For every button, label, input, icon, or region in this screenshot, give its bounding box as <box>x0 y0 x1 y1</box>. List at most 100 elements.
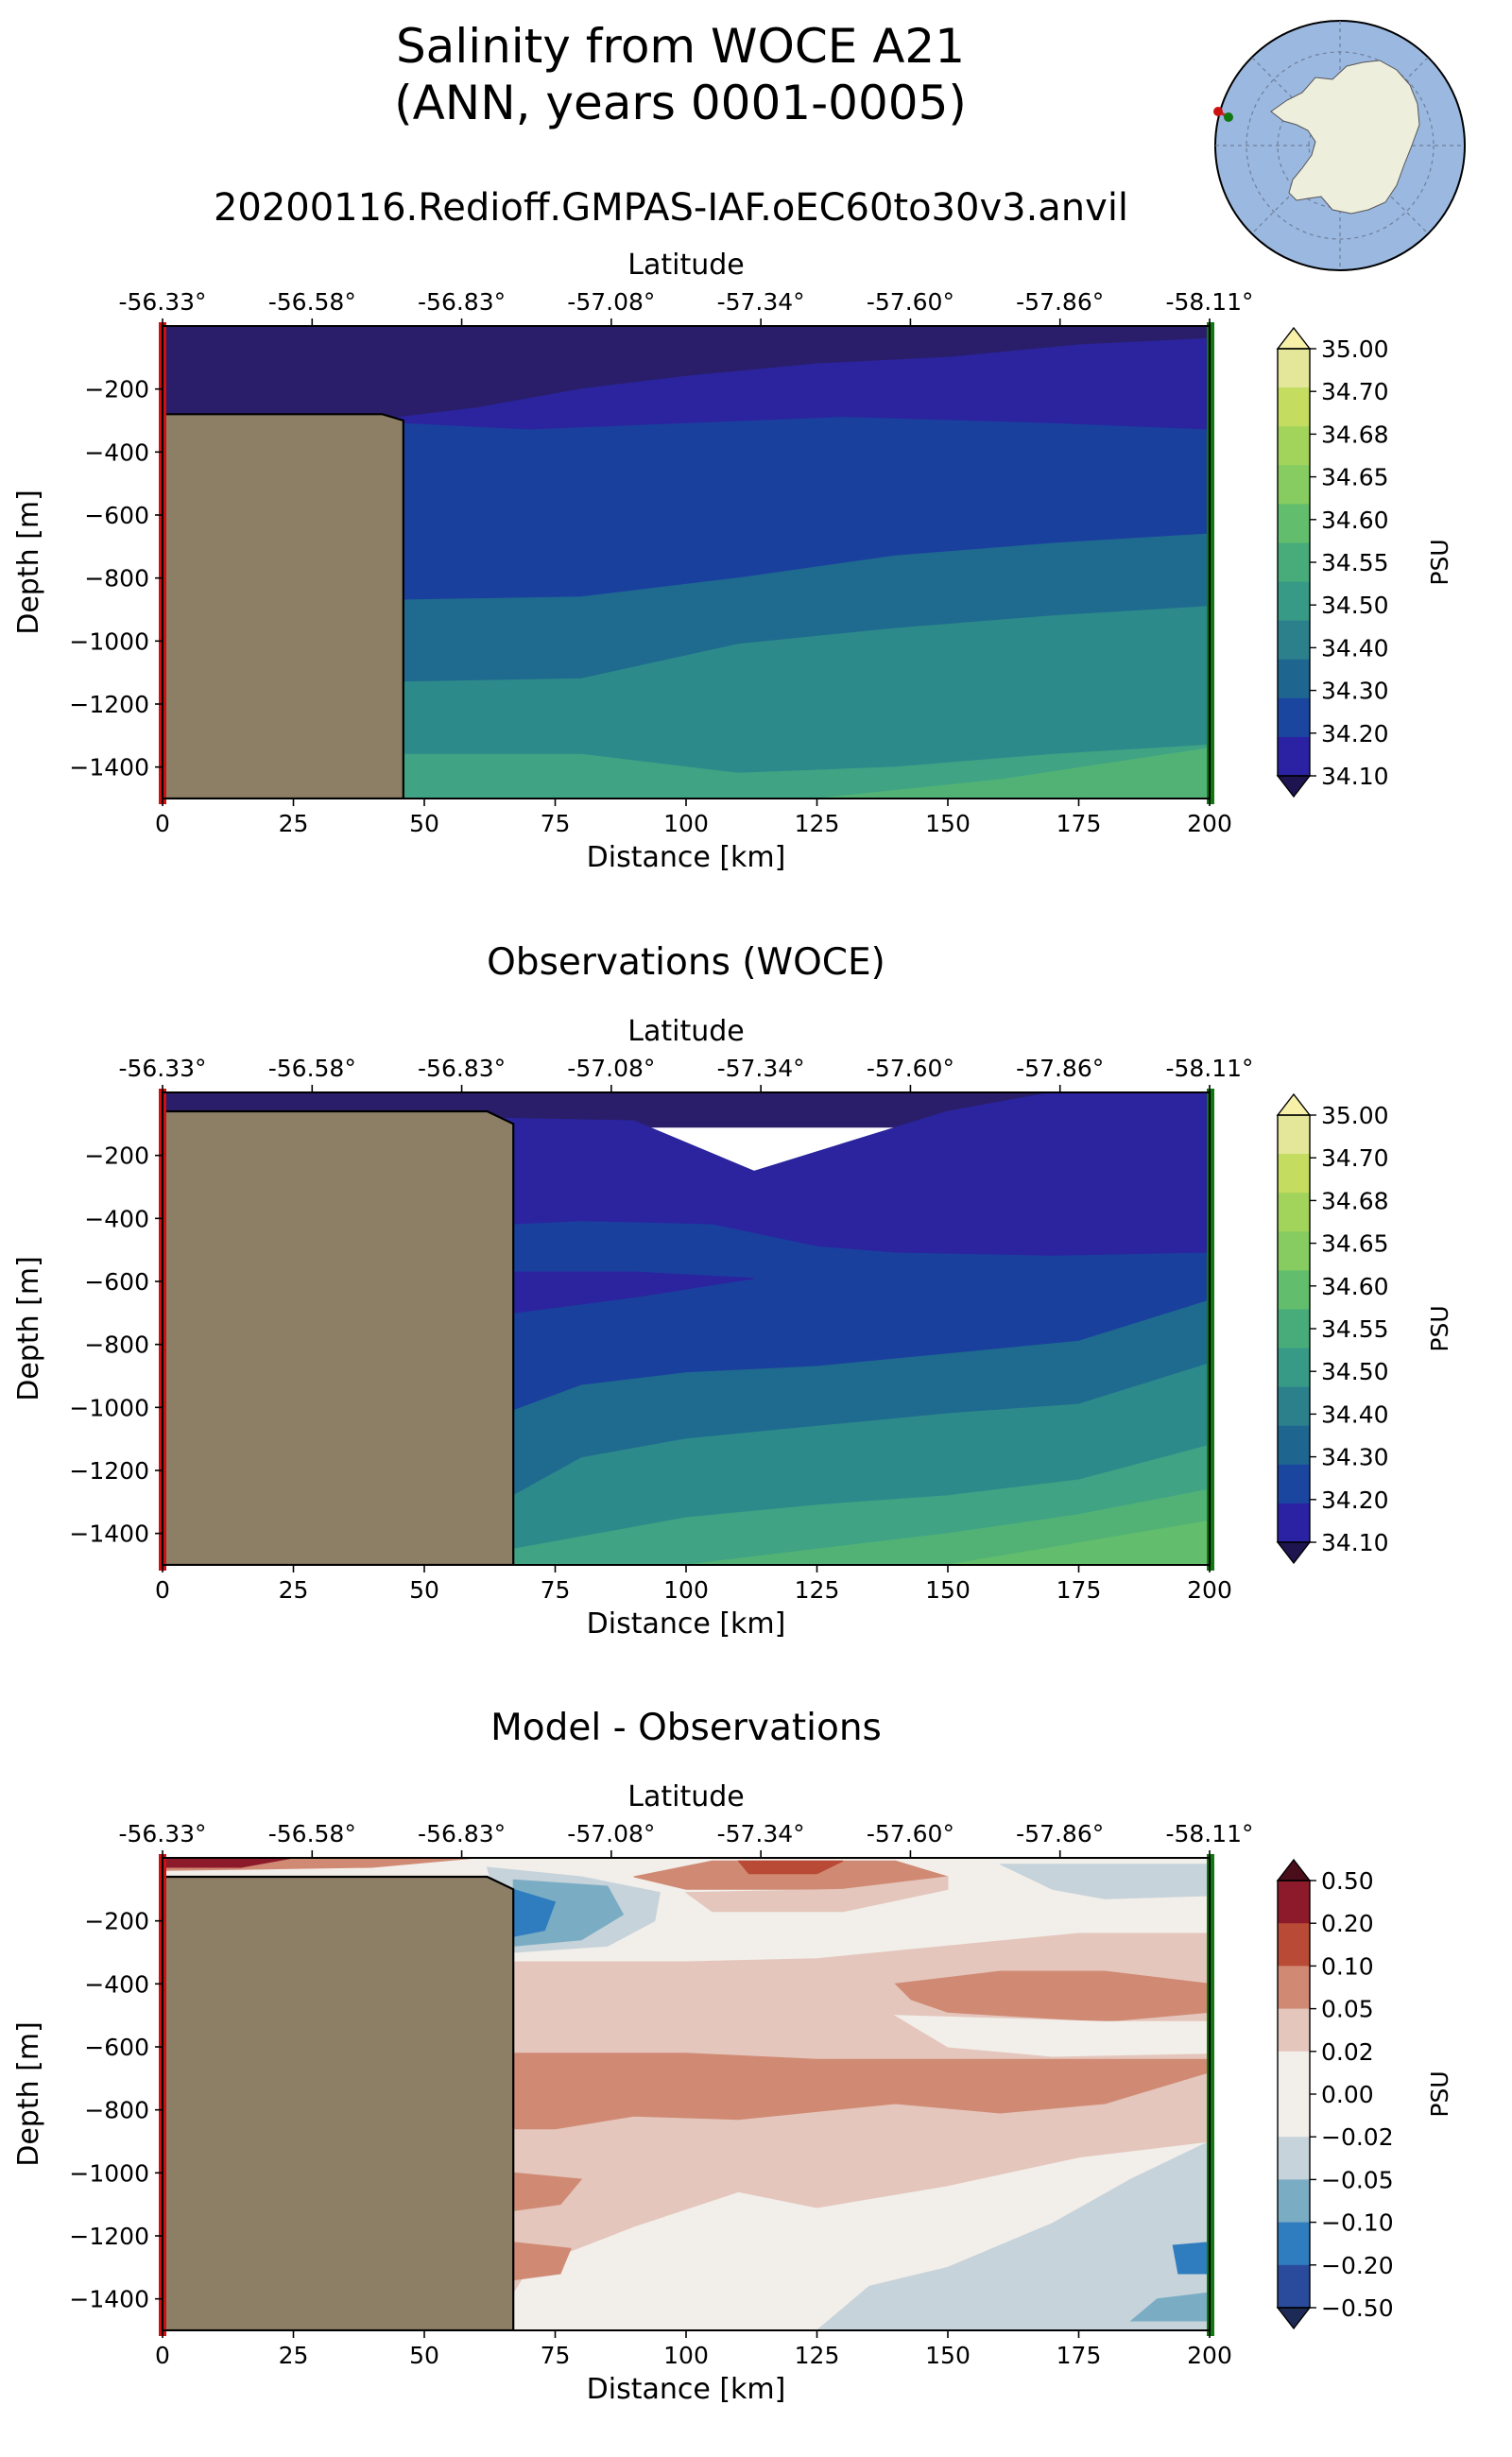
colorbar-band <box>1278 1193 1310 1232</box>
colorbar-band <box>1278 2051 1310 2095</box>
y-tick-label: −1000 <box>69 1394 149 1421</box>
latitude-tick-label: -57.34° <box>717 1820 805 1847</box>
colorbar-tick-label: 34.10 <box>1321 763 1389 790</box>
latitude-tick-label: -57.86° <box>1016 1055 1104 1082</box>
contour-region <box>893 2015 1210 2057</box>
colorbar-extend-bottom <box>1276 775 1312 799</box>
colorbar-extend-bottom <box>1276 2307 1312 2330</box>
y-tick-label: −400 <box>84 1205 149 1232</box>
colorbar-band <box>1278 697 1310 738</box>
colorbar-band <box>1278 542 1310 583</box>
contour-region <box>737 1860 844 1875</box>
colorbar-tick-label: 34.60 <box>1321 507 1389 534</box>
colorbar-tick-label: 34.20 <box>1321 720 1389 747</box>
colorbar-band <box>1278 581 1310 622</box>
colorbar-band <box>1278 349 1310 388</box>
colorbar-tick-label: 34.68 <box>1321 421 1389 448</box>
y-tick-label: −600 <box>84 2034 149 2061</box>
colorbar-band <box>1278 1923 1310 1967</box>
latitude-tick-label: -57.86° <box>1016 288 1104 316</box>
contour-region <box>947 1520 1210 1565</box>
latitude-axis-label: Latitude <box>627 249 744 282</box>
colorbar-band <box>1278 659 1310 699</box>
colorbar-extend-bottom <box>1276 1541 1312 1565</box>
land-mask <box>163 1875 515 2330</box>
colorbar-band <box>1278 2222 1310 2266</box>
colorbar-tick-label: −0.05 <box>1321 2166 1394 2193</box>
colorbar: 35.00 34.70 34.68 34.65 34.60 34.55 34.50 34.40… <box>1276 1092 1453 1565</box>
panel-2: Observations (WOCE) Latitude 0 25 50 75 100 125… <box>12 941 1453 1641</box>
latitude-tick-label: -56.83° <box>418 1055 506 1082</box>
colorbar-tick-label: −0.20 <box>1321 2252 1394 2279</box>
colorbar-tick-label: 34.30 <box>1321 1444 1389 1471</box>
antarctica-landmass <box>1270 60 1420 215</box>
y-tick-label: −200 <box>84 376 149 404</box>
colorbar-band <box>1278 504 1310 544</box>
contour-field <box>163 326 1210 799</box>
latitude-tick-label: -57.86° <box>1016 1820 1104 1847</box>
colorbar-band <box>1278 2094 1310 2138</box>
colorbar-band <box>1278 1348 1310 1388</box>
y-tick-label: −600 <box>84 1268 149 1296</box>
y-tick-label: −400 <box>84 438 149 466</box>
latitude-tick-label: -56.58° <box>268 1055 356 1082</box>
latitude-tick-label: -58.11° <box>1165 1055 1253 1082</box>
colorbar-tick-label: 34.65 <box>1321 1230 1389 1258</box>
colorbar-band <box>1278 1425 1310 1466</box>
x-tick-label: 50 <box>409 810 439 837</box>
x-axis-label: Distance [km] <box>587 1607 786 1641</box>
colorbar-extend-top <box>1276 326 1312 350</box>
colorbar-tick-label: 34.40 <box>1321 1400 1389 1428</box>
land-mask <box>163 1109 515 1565</box>
x-tick-label: 0 <box>155 2342 170 2369</box>
x-tick-label: 125 <box>795 2342 840 2369</box>
colorbar-band <box>1278 1881 1310 1924</box>
contour-region <box>816 2140 1210 2330</box>
y-tick-label: −1400 <box>69 754 149 782</box>
y-tick-label: −800 <box>84 2097 149 2124</box>
y-tick-label: −1000 <box>69 627 149 655</box>
latitude-tick-label: -57.08° <box>567 1055 655 1082</box>
y-axis-label: Depth [m] <box>12 2021 45 2167</box>
y-tick-label: −600 <box>84 502 149 529</box>
latitude-tick-label: -57.08° <box>567 288 655 316</box>
colorbar-band <box>1278 2008 1310 2053</box>
x-axis-label: Distance [km] <box>587 841 786 874</box>
x-tick-label: 100 <box>663 810 709 837</box>
x-tick-label: 150 <box>925 2342 971 2369</box>
latitude-tick-label: -57.60° <box>867 288 954 316</box>
panel-title: Observations (WOCE) <box>487 941 885 984</box>
latitude-axis-label: Latitude <box>627 1780 744 1813</box>
x-tick-label: 25 <box>279 2342 309 2369</box>
colorbar-tick-label: 34.30 <box>1321 678 1389 705</box>
contour-region <box>816 747 1210 799</box>
y-tick-label: −1200 <box>69 691 149 718</box>
panel-1: Latitude 0 25 50 75 100 125 150 175 200 Distance [… <box>12 249 1453 874</box>
x-tick-label: 100 <box>663 1576 709 1604</box>
figure-title-line2: (ANN, years 0001-0005) <box>394 76 967 130</box>
latitude-tick-label: -58.11° <box>1165 288 1253 316</box>
colorbar-tick-label: 34.70 <box>1321 378 1389 405</box>
x-tick-label: 200 <box>1187 810 1232 837</box>
map-start-marker <box>1213 107 1223 116</box>
colorbar-label: PSU <box>1426 2070 1453 2117</box>
x-tick-label: 150 <box>925 1576 971 1604</box>
contour-region <box>684 1876 949 1913</box>
colorbar-band <box>1278 620 1310 661</box>
x-tick-label: 75 <box>541 810 571 837</box>
x-tick-label: 50 <box>409 1576 439 1604</box>
colorbar-tick-label: −0.02 <box>1321 2123 1394 2151</box>
x-tick-label: 125 <box>795 1576 840 1604</box>
colorbar-band <box>1278 1154 1310 1194</box>
colorbar-tick-label: 34.60 <box>1321 1273 1389 1300</box>
colorbar-band <box>1278 2179 1310 2224</box>
y-tick-label: −1200 <box>69 1457 149 1485</box>
latitude-tick-label: -57.34° <box>717 1055 805 1082</box>
colorbar-tick-label: 35.00 <box>1321 1102 1389 1129</box>
contour-region <box>1129 2292 1210 2322</box>
x-tick-label: 175 <box>1057 810 1102 837</box>
latitude-tick-label: -56.58° <box>268 288 356 316</box>
colorbar: 35.00 34.70 34.68 34.65 34.60 34.55 34.50 34.40… <box>1276 326 1453 799</box>
y-tick-label: −400 <box>84 1970 149 1998</box>
